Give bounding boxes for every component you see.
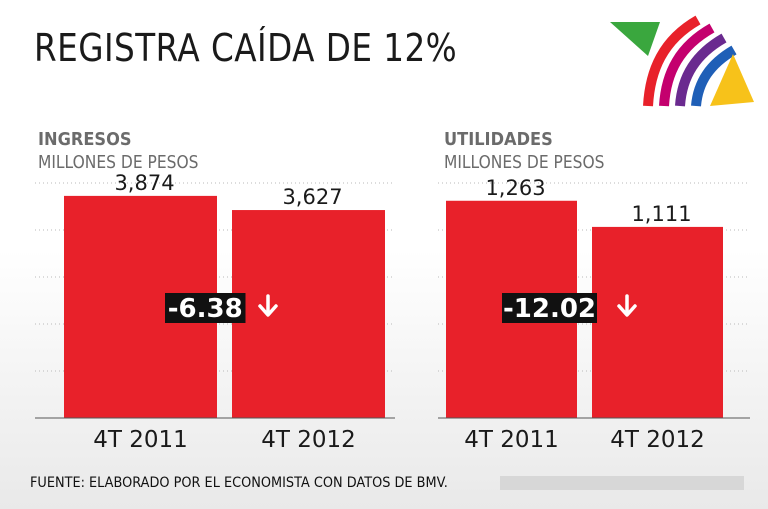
- utilidades-category-label: 4T 2011: [464, 427, 559, 453]
- utilidades-subtitle: MILLONES DE PESOS: [444, 152, 605, 173]
- utilidades-change-badge: [502, 293, 597, 323]
- ingresos-category-label: 4T 2011: [93, 427, 188, 453]
- arrow-down-icon: [617, 294, 637, 317]
- ingresos-change-badge: [165, 293, 246, 323]
- ingresos-change-label: -6.38: [168, 294, 243, 324]
- source-note: FUENTE: ELABORADO POR EL ECONOMISTA CON …: [30, 475, 448, 491]
- ingresos-title: INGRESOS: [38, 129, 132, 150]
- utilidades-value-label: 1,263: [485, 176, 545, 200]
- source-redacted-bar: [500, 476, 744, 490]
- ingresos-value-label: 3,627: [282, 185, 342, 209]
- utilidades-category-label: 4T 2012: [610, 427, 705, 453]
- utilidades-value-label: 1,111: [631, 202, 691, 226]
- utilidades-title: UTILIDADES: [444, 129, 553, 150]
- arrow-down-icon: [258, 294, 278, 317]
- ingresos-value-label: 3,874: [114, 171, 174, 195]
- ingresos-subtitle: MILLONES DE PESOS: [38, 152, 199, 173]
- page-title: REGISTRA CAÍDA DE 12%: [34, 26, 458, 70]
- ingresos-category-label: 4T 2012: [261, 427, 356, 453]
- utilidades-bar: [592, 226, 723, 418]
- utilidades-change-label: -12.02: [503, 294, 596, 324]
- tv-azteca-logo-icon: [610, 15, 754, 107]
